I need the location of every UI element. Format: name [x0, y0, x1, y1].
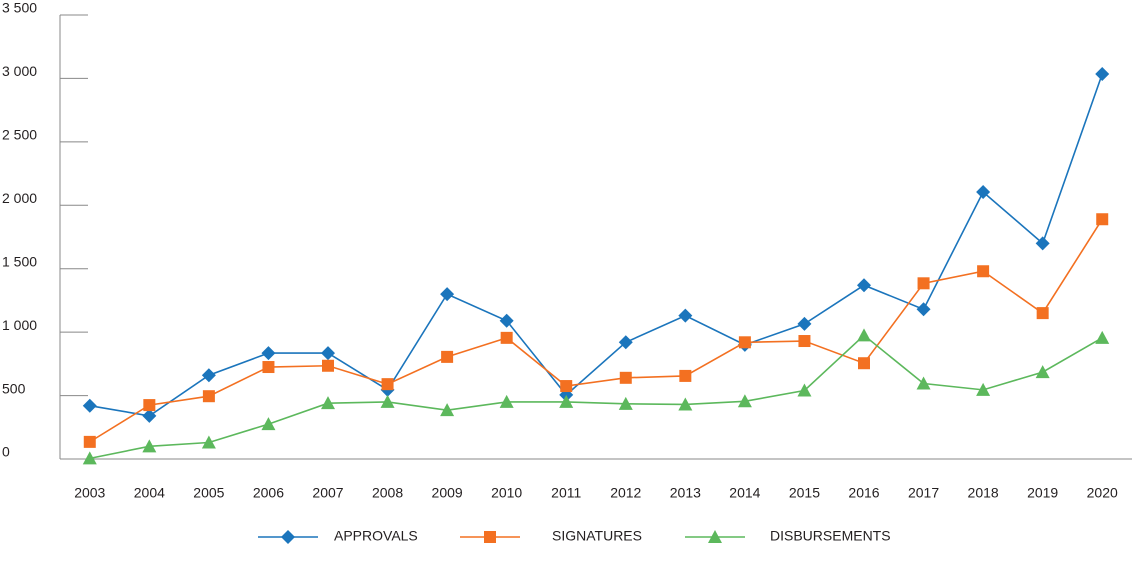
data-point — [261, 417, 276, 431]
y-tick-label: 2 000 — [2, 190, 37, 206]
y-tick-label: 3 000 — [2, 63, 37, 79]
x-tick-label: 2013 — [670, 485, 701, 501]
x-tick-label: 2009 — [432, 485, 463, 501]
data-point — [858, 357, 870, 370]
x-tick-label: 2016 — [848, 485, 879, 501]
legend-marker — [708, 530, 722, 543]
legend-marker — [484, 531, 496, 543]
data-point — [618, 335, 633, 350]
data-point — [261, 346, 276, 361]
x-tick-label: 2017 — [908, 485, 939, 501]
data-point — [797, 383, 812, 397]
x-tick-label: 2006 — [253, 485, 284, 501]
series-line — [89, 73, 1103, 417]
x-tick-label: 2004 — [134, 485, 165, 501]
data-point — [976, 382, 991, 396]
y-tick-label: 2 500 — [2, 127, 37, 143]
x-tick-label: 2020 — [1087, 485, 1118, 501]
data-point — [1096, 213, 1109, 226]
y-tick-label: 0 — [2, 444, 10, 460]
data-point — [1095, 330, 1110, 344]
series-line — [89, 218, 1103, 443]
data-point — [499, 394, 514, 408]
legend-label: SIGNATURES — [552, 528, 642, 544]
x-tick-label: 2010 — [491, 485, 522, 501]
data-point — [202, 390, 215, 403]
data-point — [321, 346, 335, 361]
y-tick-label: 500 — [2, 380, 26, 396]
data-point — [798, 335, 811, 348]
data-point — [381, 378, 394, 391]
x-tick-label: 2005 — [193, 485, 224, 501]
data-point — [500, 331, 513, 344]
data-point — [619, 371, 632, 384]
x-tick-label: 2003 — [74, 485, 105, 501]
x-tick-label: 2008 — [372, 485, 403, 501]
data-point — [82, 451, 97, 465]
data-point — [201, 435, 216, 449]
legend-marker — [281, 530, 295, 544]
data-point — [678, 397, 693, 411]
data-point — [201, 368, 216, 383]
data-point — [380, 394, 395, 408]
x-tick-label: 2012 — [610, 485, 641, 501]
data-point — [499, 313, 514, 328]
data-point — [440, 403, 455, 417]
data-point — [977, 265, 990, 278]
data-point — [679, 369, 692, 382]
data-point — [797, 316, 812, 331]
x-tick-label: 2018 — [968, 485, 999, 501]
data-point — [321, 396, 335, 410]
data-point — [441, 350, 454, 363]
data-point — [1036, 307, 1049, 320]
legend-label: APPROVALS — [334, 528, 418, 544]
data-point — [322, 359, 334, 372]
data-point — [857, 278, 871, 293]
data-point — [1095, 66, 1110, 81]
y-tick-label: 3 500 — [2, 0, 37, 16]
data-point — [440, 287, 455, 302]
data-point — [738, 336, 751, 349]
data-point — [618, 396, 633, 410]
data-point — [143, 399, 156, 412]
data-point — [917, 277, 930, 290]
data-point — [559, 394, 574, 408]
legend-label: DISBURSEMENTS — [770, 528, 891, 544]
x-tick-label: 2014 — [729, 485, 760, 501]
data-point — [857, 328, 871, 342]
data-point — [560, 380, 573, 393]
data-point — [678, 308, 693, 323]
y-tick-label: 1 500 — [2, 253, 37, 269]
data-point — [83, 435, 96, 448]
data-point — [142, 439, 157, 453]
data-point — [976, 184, 991, 199]
x-tick-label: 2007 — [312, 485, 343, 501]
y-tick-label: 1 000 — [2, 317, 37, 333]
data-point — [82, 398, 97, 413]
data-point — [142, 408, 157, 423]
data-point — [916, 302, 931, 317]
data-point — [1035, 365, 1050, 379]
x-tick-label: 2011 — [551, 485, 581, 501]
x-tick-label: 2015 — [789, 485, 820, 501]
data-point — [737, 394, 752, 408]
series-line — [89, 334, 1103, 460]
data-point — [1035, 236, 1050, 251]
data-point — [262, 361, 275, 374]
x-tick-label: 2019 — [1027, 485, 1058, 501]
data-point — [916, 376, 931, 390]
